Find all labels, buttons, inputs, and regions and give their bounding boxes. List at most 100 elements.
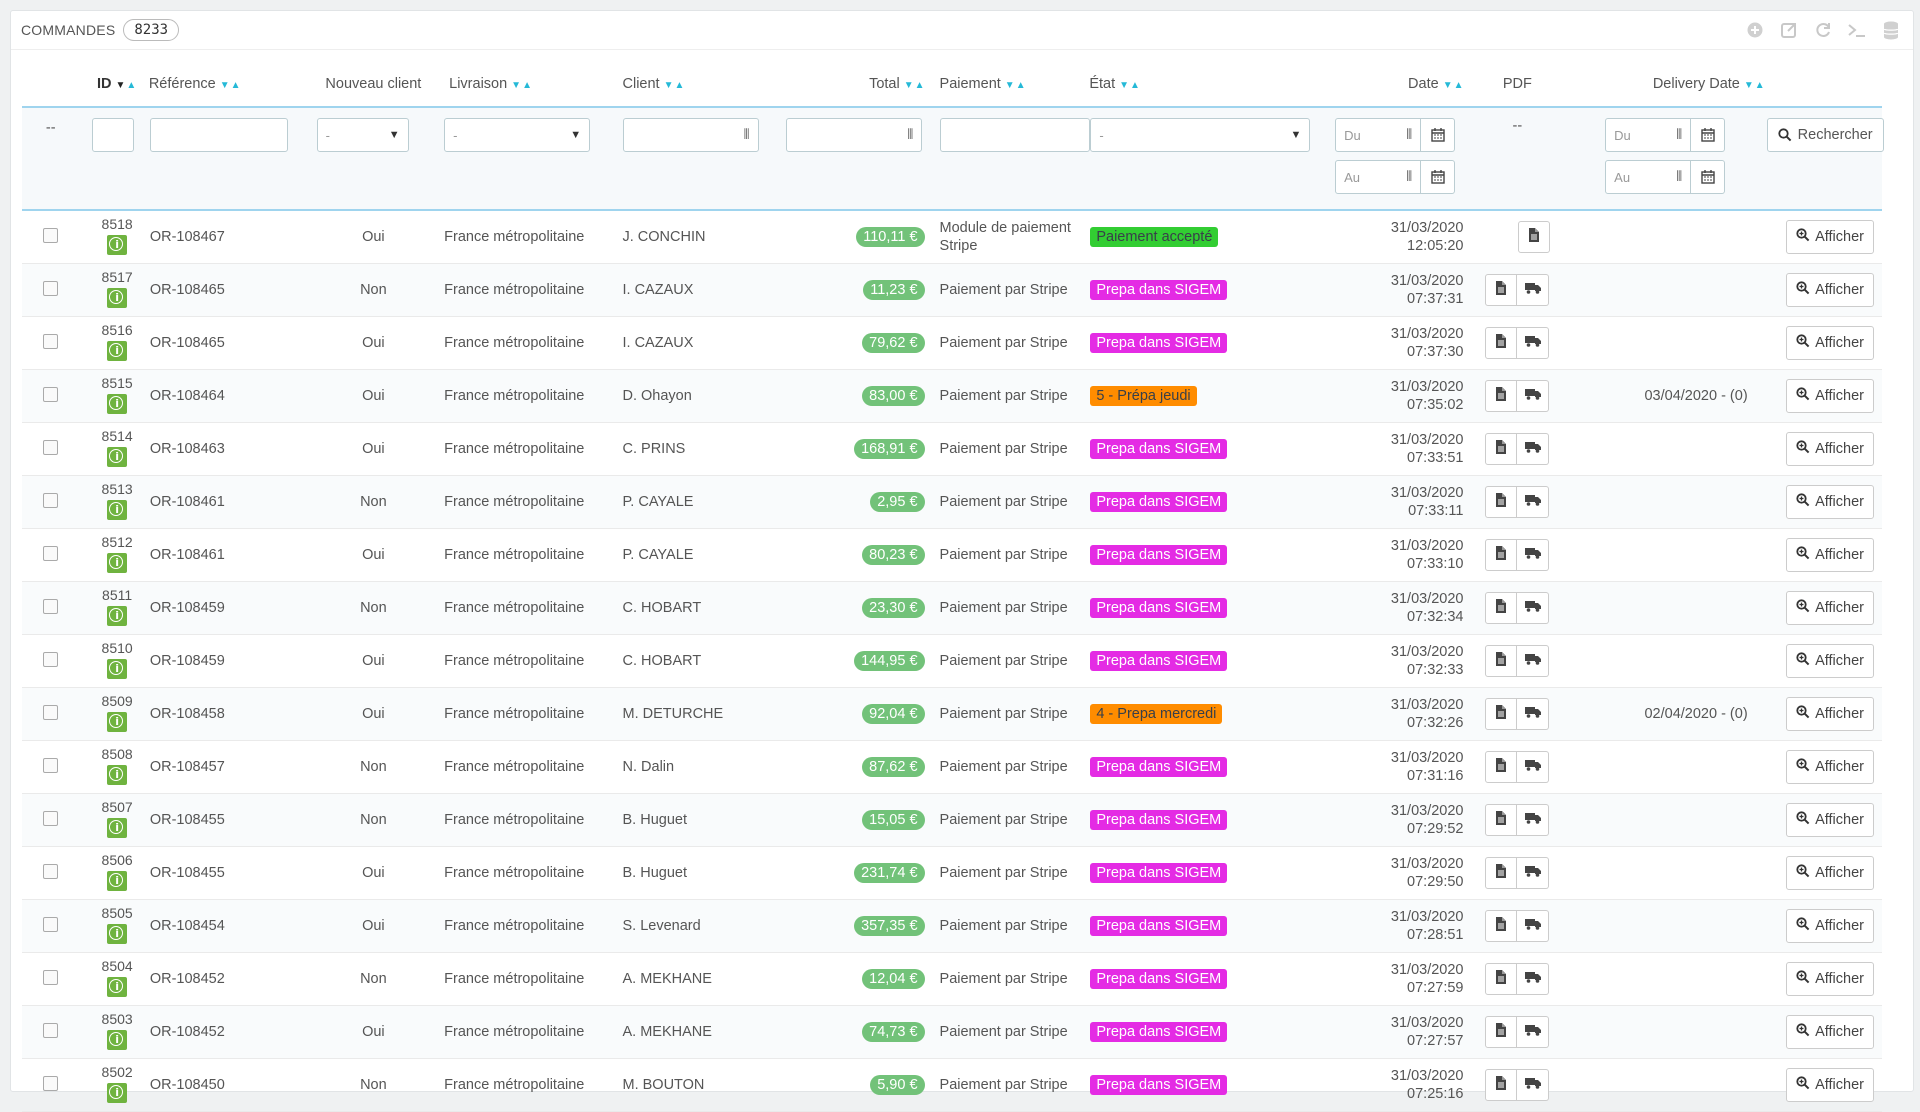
table-row[interactable]: 8516 OR-108465 Oui France métropolitaine… bbox=[22, 316, 1882, 370]
calendar-icon[interactable] bbox=[1421, 118, 1456, 152]
table-row[interactable]: 8504 OR-108452 Non France métropolitaine… bbox=[22, 952, 1882, 1006]
invoice-pdf-button[interactable] bbox=[1485, 274, 1518, 306]
refresh-icon[interactable] bbox=[1809, 17, 1837, 43]
delivery-slip-button[interactable] bbox=[1517, 327, 1550, 359]
row-checkbox[interactable] bbox=[43, 863, 58, 879]
col-delivery[interactable]: Livraison ▼▲ bbox=[434, 62, 609, 108]
delivery-slip-button[interactable] bbox=[1517, 1016, 1550, 1048]
filter-delivery-select[interactable]: - ▼ bbox=[444, 118, 591, 152]
filter-reference-input[interactable] bbox=[149, 118, 288, 152]
table-row[interactable]: 8503 OR-108452 Oui France métropolitaine… bbox=[22, 1005, 1882, 1059]
row-checkbox[interactable] bbox=[43, 439, 58, 455]
calendar-icon[interactable] bbox=[1421, 160, 1456, 194]
view-order-button[interactable]: Afficher bbox=[1786, 909, 1874, 943]
info-icon[interactable] bbox=[107, 606, 128, 626]
invoice-pdf-button[interactable] bbox=[1485, 645, 1518, 677]
col-delivery-date[interactable]: Delivery Date ▼▲ bbox=[1570, 62, 1766, 108]
invoice-pdf-button[interactable] bbox=[1518, 221, 1551, 253]
view-order-button[interactable]: Afficher bbox=[1786, 220, 1874, 254]
row-checkbox[interactable] bbox=[43, 227, 58, 243]
info-icon[interactable] bbox=[107, 871, 128, 891]
row-checkbox[interactable] bbox=[43, 810, 58, 826]
row-checkbox[interactable] bbox=[43, 757, 58, 773]
info-icon[interactable] bbox=[107, 977, 128, 997]
view-order-button[interactable]: Afficher bbox=[1786, 326, 1874, 360]
col-id[interactable]: ID ▼▲ bbox=[85, 62, 149, 108]
info-icon[interactable] bbox=[107, 712, 128, 732]
delivery-slip-button[interactable] bbox=[1517, 539, 1550, 571]
view-order-button[interactable]: Afficher bbox=[1786, 750, 1874, 784]
row-checkbox[interactable] bbox=[43, 651, 58, 667]
filter-delivery-to-input[interactable]: Au ⫴ bbox=[1605, 160, 1692, 194]
delivery-slip-button[interactable] bbox=[1517, 1069, 1550, 1101]
info-icon[interactable] bbox=[107, 1083, 128, 1103]
info-icon[interactable] bbox=[107, 924, 128, 944]
invoice-pdf-button[interactable] bbox=[1485, 1016, 1518, 1048]
table-row[interactable]: 8512 OR-108461 Oui France métropolitaine… bbox=[22, 528, 1882, 582]
plus-circle-icon[interactable] bbox=[1741, 17, 1769, 43]
table-row[interactable]: 8505 OR-108454 Oui France métropolitaine… bbox=[22, 899, 1882, 953]
row-checkbox[interactable] bbox=[43, 333, 58, 349]
table-row[interactable]: 8509 OR-108458 Oui France métropolitaine… bbox=[22, 687, 1882, 741]
delivery-slip-button[interactable] bbox=[1517, 433, 1550, 465]
view-order-button[interactable]: Afficher bbox=[1786, 485, 1874, 519]
table-row[interactable]: 8517 OR-108465 Non France métropolitaine… bbox=[22, 263, 1882, 317]
terminal-icon[interactable] bbox=[1843, 17, 1871, 43]
filter-delivery-from-input[interactable]: Du ⫴ bbox=[1605, 118, 1692, 152]
delivery-slip-button[interactable] bbox=[1517, 698, 1550, 730]
view-order-button[interactable]: Afficher bbox=[1786, 962, 1874, 996]
row-checkbox[interactable] bbox=[43, 1022, 58, 1038]
table-row[interactable]: 8507 OR-108455 Non France métropolitaine… bbox=[22, 793, 1882, 847]
table-row[interactable]: 8515 OR-108464 Oui France métropolitaine… bbox=[22, 369, 1882, 423]
invoice-pdf-button[interactable] bbox=[1485, 433, 1518, 465]
invoice-pdf-button[interactable] bbox=[1485, 380, 1518, 412]
info-icon[interactable] bbox=[107, 500, 128, 520]
filter-total-input[interactable]: ⫴ bbox=[786, 118, 923, 152]
table-row[interactable]: 8511 OR-108459 Non France métropolitaine… bbox=[22, 581, 1882, 635]
filter-date-to-input[interactable]: Au ⫴ bbox=[1335, 160, 1422, 194]
delivery-slip-button[interactable] bbox=[1517, 804, 1550, 836]
view-order-button[interactable]: Afficher bbox=[1786, 1015, 1874, 1049]
info-icon[interactable] bbox=[107, 394, 128, 414]
delivery-slip-button[interactable] bbox=[1517, 963, 1550, 995]
filter-client-input[interactable]: ⫴ bbox=[622, 118, 759, 152]
row-checkbox[interactable] bbox=[43, 386, 58, 402]
view-order-button[interactable]: Afficher bbox=[1786, 644, 1874, 678]
info-icon[interactable] bbox=[107, 553, 128, 573]
invoice-pdf-button[interactable] bbox=[1485, 1069, 1518, 1101]
invoice-pdf-button[interactable] bbox=[1485, 857, 1518, 889]
row-checkbox[interactable] bbox=[43, 704, 58, 720]
info-icon[interactable] bbox=[107, 765, 128, 785]
filter-state-select[interactable]: - ▼ bbox=[1090, 118, 1311, 152]
col-payment[interactable]: Paiement ▼▲ bbox=[925, 62, 1090, 108]
row-checkbox[interactable] bbox=[43, 969, 58, 985]
calendar-icon[interactable] bbox=[1691, 118, 1726, 152]
invoice-pdf-button[interactable] bbox=[1485, 910, 1518, 942]
row-checkbox[interactable] bbox=[43, 545, 58, 561]
table-row[interactable]: 8513 OR-108461 Non France métropolitaine… bbox=[22, 475, 1882, 529]
info-icon[interactable] bbox=[107, 288, 128, 308]
row-checkbox[interactable] bbox=[43, 916, 58, 932]
delivery-slip-button[interactable] bbox=[1517, 380, 1550, 412]
delivery-slip-button[interactable] bbox=[1517, 486, 1550, 518]
filter-id-input[interactable] bbox=[92, 118, 135, 152]
invoice-pdf-button[interactable] bbox=[1485, 327, 1518, 359]
table-row[interactable]: 8514 OR-108463 Oui France métropolitaine… bbox=[22, 422, 1882, 476]
export-icon[interactable] bbox=[1775, 17, 1803, 43]
view-order-button[interactable]: Afficher bbox=[1786, 803, 1874, 837]
view-order-button[interactable]: Afficher bbox=[1786, 856, 1874, 890]
delivery-slip-button[interactable] bbox=[1517, 857, 1550, 889]
invoice-pdf-button[interactable] bbox=[1485, 698, 1518, 730]
info-icon[interactable] bbox=[107, 659, 128, 679]
invoice-pdf-button[interactable] bbox=[1485, 592, 1518, 624]
row-checkbox[interactable] bbox=[43, 280, 58, 296]
table-row[interactable]: 8508 OR-108457 Non France métropolitaine… bbox=[22, 740, 1882, 794]
table-row[interactable]: 8506 OR-108455 Oui France métropolitaine… bbox=[22, 846, 1882, 900]
col-total[interactable]: Total ▼▲ bbox=[772, 62, 926, 108]
info-icon[interactable] bbox=[107, 1030, 128, 1050]
row-checkbox[interactable] bbox=[43, 598, 58, 614]
info-icon[interactable] bbox=[107, 235, 128, 255]
col-reference[interactable]: Référence ▼▲ bbox=[148, 62, 313, 108]
col-client[interactable]: Client ▼▲ bbox=[608, 62, 773, 108]
database-icon[interactable] bbox=[1877, 17, 1905, 43]
